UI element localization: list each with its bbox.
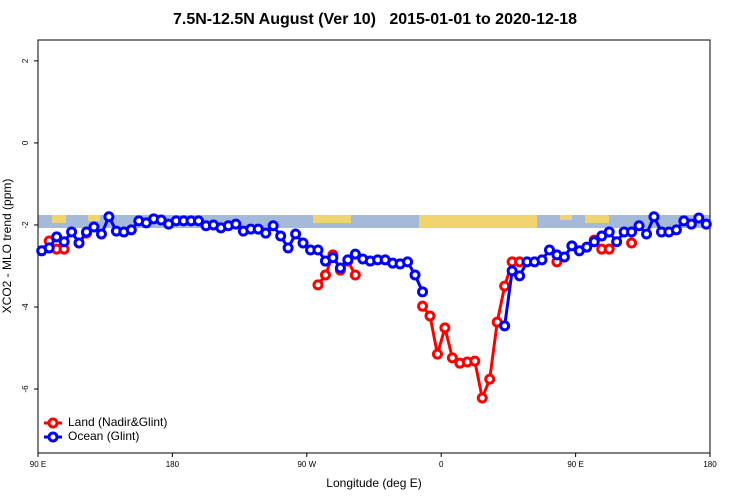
data-point: [312, 279, 324, 291]
data-point: [693, 212, 705, 224]
land-patch: [560, 215, 572, 220]
data-point: [103, 211, 115, 223]
data-point: [476, 392, 488, 404]
data-point: [193, 215, 205, 227]
data-point: [402, 256, 414, 268]
data-point: [603, 243, 615, 255]
legend-label: Land (Nadir&Glint): [68, 415, 167, 429]
legend-label: Ocean (Glint): [68, 429, 139, 443]
data-point: [641, 228, 653, 240]
x-tick-label: 90 W: [297, 460, 316, 469]
data-point: [267, 220, 279, 232]
data-point: [125, 224, 137, 236]
data-point: [469, 355, 481, 367]
data-point: [685, 218, 697, 230]
x-tick-label: 90 E: [30, 460, 46, 469]
data-point: [611, 236, 623, 248]
data-point: [282, 242, 294, 254]
data-point: [230, 218, 242, 230]
y-tick-label: -2: [21, 221, 30, 229]
data-point: [95, 228, 107, 240]
data-point: [588, 236, 600, 248]
data-point: [499, 280, 511, 292]
land-patch: [585, 215, 609, 223]
data-point: [319, 269, 331, 281]
data-point: [670, 224, 682, 236]
y-tick-label: -4: [21, 303, 30, 311]
data-point: [275, 230, 287, 242]
data-point: [633, 220, 645, 232]
legend-marker: [47, 417, 59, 429]
legend-marker: [47, 431, 59, 443]
x-tick-label: 90 E: [567, 460, 583, 469]
land-patch: [52, 215, 66, 223]
data-point: [58, 236, 70, 248]
data-point: [558, 251, 570, 263]
data-point: [536, 254, 548, 266]
data-point: [260, 227, 272, 239]
y-axis-label: XCO2 - MLO trend (ppm): [0, 179, 14, 314]
x-tick-label: 180: [166, 460, 180, 469]
y-tick-label: 0: [21, 140, 30, 145]
data-point: [81, 226, 93, 238]
data-point: [514, 270, 526, 282]
land-patch: [88, 215, 100, 221]
data-point: [543, 244, 555, 256]
x-tick-label: 180: [703, 460, 717, 469]
plot-frame: [37, 39, 711, 454]
land-patch: [313, 215, 351, 223]
data-point: [312, 244, 324, 256]
x-tick-label: 0: [439, 460, 444, 469]
data-point: [297, 237, 309, 249]
data-point: [417, 286, 429, 298]
data-point: [88, 221, 100, 233]
data-point: [51, 231, 63, 243]
data-point: [626, 226, 638, 238]
data-point: [349, 248, 361, 260]
data-point: [484, 373, 496, 385]
data-point: [349, 269, 361, 281]
data-point: [73, 237, 85, 249]
data-point: [342, 254, 354, 266]
data-point: [327, 252, 339, 264]
data-point: [417, 300, 429, 312]
x-axis-label: Longitude (deg E): [326, 476, 421, 490]
data-point: [424, 310, 436, 322]
data-point: [431, 348, 443, 360]
data-point: [581, 241, 593, 253]
land-patch: [419, 215, 537, 228]
y-tick-label: -6: [21, 385, 30, 393]
data-point: [66, 226, 78, 238]
data-point: [334, 262, 346, 274]
data-point: [446, 352, 458, 364]
data-point: [290, 228, 302, 240]
data-point: [439, 322, 451, 334]
data-point: [499, 320, 511, 332]
data-point: [409, 269, 421, 281]
data-point: [506, 265, 518, 277]
data-point: [43, 242, 55, 254]
y-tick-label: 2: [21, 58, 30, 63]
data-point: [700, 218, 712, 230]
data-point: [626, 237, 638, 249]
chart-title: 7.5N-12.5N August (Ver 10) 2015-01-01 to…: [173, 11, 577, 28]
data-point: [566, 240, 578, 252]
data-point: [603, 226, 615, 238]
data-point: [648, 211, 660, 223]
